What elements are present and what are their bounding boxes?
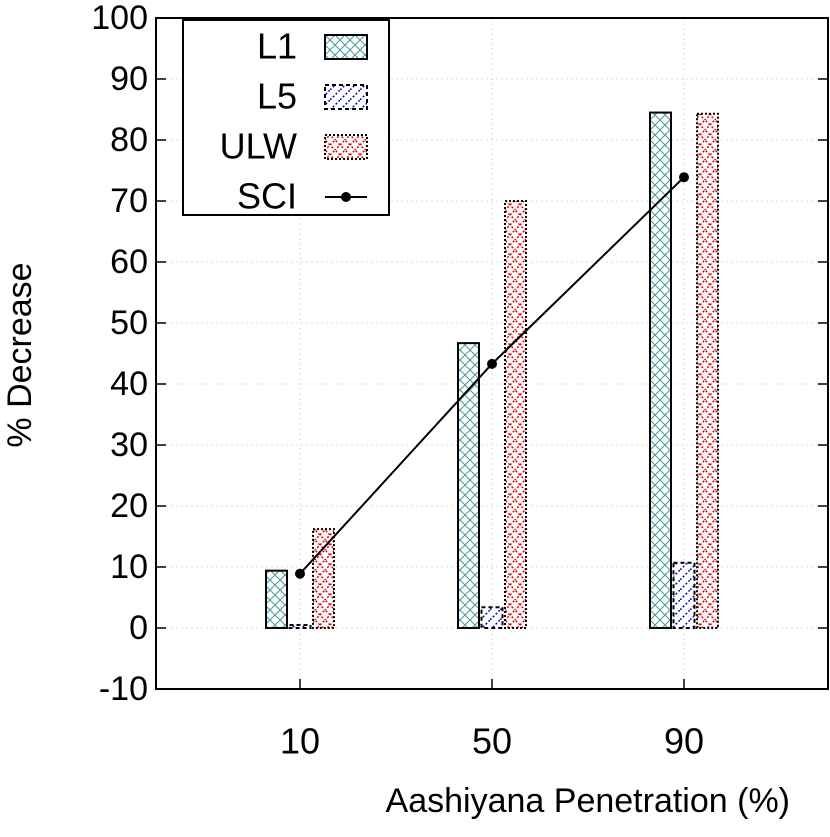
y-tick-label: 80 [110,121,148,159]
bar [288,623,312,630]
x-tick-label: 10 [280,721,320,762]
point [295,568,305,579]
x-axis-title: Aashiyana Penetration (%) [386,782,790,820]
bar [457,342,480,629]
legend-label: ULW [220,126,297,167]
x-tick-label: 90 [664,721,704,762]
y-tick-label: 60 [110,243,148,281]
point [487,358,497,369]
bar [696,112,719,629]
x-tick-label: 50 [472,721,512,762]
legend-swatch [324,34,368,60]
y-tick-label: 0 [129,609,148,647]
bar [480,606,504,630]
legend-swatch [324,84,368,110]
y-tick-label: 40 [110,365,148,403]
point [679,172,689,183]
y-tick-label: 10 [110,548,148,586]
legend-swatch [324,134,368,160]
legend-label: L1 [257,26,297,67]
y-axis-title: % Decrease [1,262,39,447]
bar [672,561,696,629]
legend-label: L5 [257,76,297,117]
y-tick-label: 90 [110,60,148,98]
legend-swatch [341,192,351,202]
y-tick-label: 30 [110,426,148,464]
plot-frame [155,17,829,690]
y-tick-label: 50 [110,304,148,342]
bar [265,569,288,629]
bar [649,111,672,630]
y-tick-label: -10 [99,670,148,708]
legend-label: SCI [237,176,297,217]
y-tick-label: 20 [110,487,148,525]
bar [312,528,335,629]
y-tick-label: 100 [91,0,148,37]
y-tick-label: 70 [110,182,148,220]
bar [504,200,527,629]
